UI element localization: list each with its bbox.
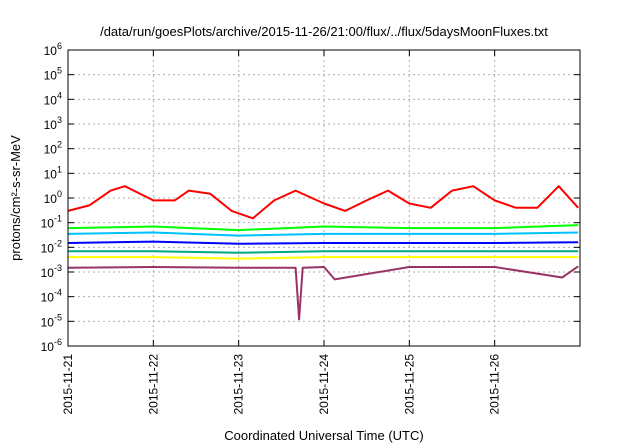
- y-tick-label: 102: [44, 140, 62, 157]
- y-tick-label: 101: [44, 164, 62, 181]
- y-tick-label: 106: [44, 41, 62, 58]
- chart-title: /data/run/goesPlots/archive/2015-11-26/2…: [100, 24, 548, 39]
- series-line: [67, 231, 579, 237]
- y-tick-label: 10-1: [41, 214, 62, 231]
- series-line: [67, 185, 579, 220]
- y-tick-label: 10-5: [41, 312, 62, 329]
- series-line: [67, 265, 579, 321]
- y-tick-label: 100: [44, 189, 62, 206]
- x-tick-label: 2015-11-24: [317, 354, 331, 415]
- series-line: [68, 250, 579, 254]
- y-tick-label: 104: [44, 90, 62, 107]
- x-tick-label: 2015-11-22: [146, 354, 160, 415]
- x-tick-label: 2015-11-21: [61, 354, 75, 415]
- y-tick-label: 10-2: [41, 238, 62, 255]
- series-line: [67, 224, 579, 232]
- x-tick-label: 2015-11-25: [402, 354, 416, 415]
- series-line: [68, 256, 579, 260]
- series-layer: [67, 185, 579, 321]
- y-tick-label: 10-6: [41, 337, 62, 354]
- series-line: [67, 240, 579, 245]
- y-tick-label: 105: [44, 66, 62, 83]
- y-axis-label: protons/cm²-s-sr-MeV: [8, 135, 23, 261]
- grid: [68, 50, 580, 346]
- x-axis-label: Coordinated Universal Time (UTC): [224, 428, 423, 443]
- y-tick-label: 10-3: [41, 263, 62, 280]
- x-axis: 2015-11-21 2015-11-22 2015-11-23 2015-11-24…: [61, 50, 502, 415]
- y-tick-label: 103: [44, 115, 62, 132]
- x-tick-label: 2015-11-23: [232, 354, 246, 415]
- y-tick-label: 10-4: [41, 288, 62, 305]
- x-tick-label: 2015-11-26: [488, 354, 502, 415]
